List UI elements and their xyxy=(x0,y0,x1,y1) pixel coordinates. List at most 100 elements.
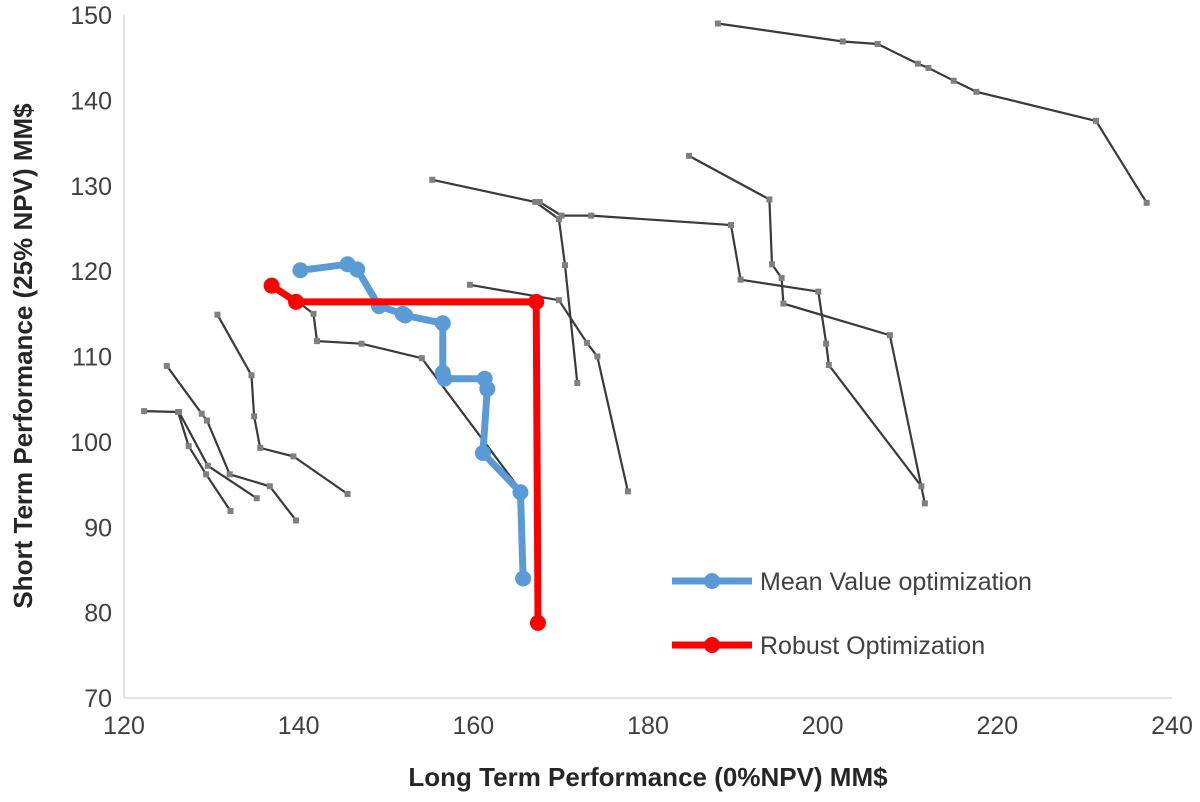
background-series-point xyxy=(555,216,562,223)
background-series-point xyxy=(214,311,221,318)
background-series-point xyxy=(950,77,957,84)
background-series-point xyxy=(562,262,569,269)
x-tick-label: 220 xyxy=(976,712,1018,740)
x-tick-label: 140 xyxy=(278,712,320,740)
y-tick-labels: 70 80 90 100 110 120 130 140 150 xyxy=(70,2,112,713)
background-series-point xyxy=(823,340,830,347)
background-series-point xyxy=(727,222,734,229)
background-series-point xyxy=(253,495,260,502)
y-tick-label: 130 xyxy=(70,173,112,201)
background-series-point xyxy=(973,88,980,95)
legend-marker-mean-value xyxy=(704,573,720,589)
background-series-point xyxy=(344,490,351,497)
background-series-point xyxy=(203,417,210,424)
mean-value-optimization-point xyxy=(436,370,453,387)
background-series-point xyxy=(203,471,210,478)
background-series-point xyxy=(914,60,921,67)
background-series-point xyxy=(176,408,183,415)
robust-optimization-point xyxy=(528,293,545,310)
background-series-line xyxy=(165,365,297,522)
background-series-point xyxy=(310,310,317,317)
x-tick-label: 120 xyxy=(103,712,145,740)
background-series-line xyxy=(539,201,923,487)
background-series-point xyxy=(266,483,273,490)
background-series-point xyxy=(686,152,693,159)
background-series-point xyxy=(778,274,785,281)
mean-value-optimization-point xyxy=(434,315,451,332)
background-series-point xyxy=(429,176,436,183)
background-series-point xyxy=(766,196,773,203)
background-series-point xyxy=(418,355,425,362)
x-tick-label: 160 xyxy=(452,712,494,740)
background-series-point xyxy=(1093,117,1100,124)
x-tick-label: 180 xyxy=(627,712,669,740)
background-series-point xyxy=(290,453,297,460)
background-series-point xyxy=(293,517,300,524)
background-series-point xyxy=(839,38,846,45)
y-tick-label: 140 xyxy=(70,87,112,115)
legend-label-mean-value: Mean Value optimization xyxy=(760,568,1032,596)
background-series-point xyxy=(185,443,192,450)
main-series-group xyxy=(263,256,546,631)
background-series-point xyxy=(257,444,264,451)
background-series-point xyxy=(769,261,776,268)
x-axis-title: Long Term Performance (0%NPV) MM$ xyxy=(408,762,888,792)
x-tick-labels: 120 140 160 180 200 220 240 xyxy=(103,712,1193,740)
background-series-line xyxy=(688,154,926,504)
background-series-point xyxy=(248,372,255,379)
plot-frame xyxy=(123,15,1172,699)
robust-optimization-point xyxy=(263,277,280,294)
background-series-point xyxy=(886,332,893,339)
background-series-point xyxy=(466,281,473,288)
legend: Mean Value optimization Robust Optimizat… xyxy=(672,568,1032,660)
background-series-point xyxy=(624,488,631,495)
background-series-point xyxy=(358,340,365,347)
legend-item-mean-value: Mean Value optimization xyxy=(672,568,1032,596)
background-series-line xyxy=(717,22,1148,204)
background-series-point xyxy=(825,362,832,369)
background-series-point xyxy=(594,353,601,360)
background-series-point xyxy=(583,339,590,346)
mean-value-optimization-point xyxy=(479,380,496,397)
background-series-point xyxy=(925,64,932,71)
x-tick-label: 240 xyxy=(1151,712,1193,740)
background-series-point xyxy=(141,408,148,415)
background-series-point xyxy=(737,276,744,283)
mean-value-optimization-point xyxy=(397,307,414,324)
robust-optimization-line xyxy=(268,282,542,627)
background-series-point xyxy=(532,198,539,205)
x-tick-label: 200 xyxy=(802,712,844,740)
y-tick-label: 150 xyxy=(70,2,112,30)
background-series-point xyxy=(204,462,211,469)
background-series-point xyxy=(314,338,321,345)
background-series-point xyxy=(251,413,258,420)
mean-value-optimization-point xyxy=(349,261,366,278)
robust-optimization-point xyxy=(529,614,546,631)
y-tick-label: 110 xyxy=(72,344,112,372)
background-series-line xyxy=(432,178,579,384)
y-tick-label: 90 xyxy=(84,514,112,542)
background-series-point xyxy=(714,20,721,27)
background-series-point xyxy=(558,212,565,219)
background-series-line xyxy=(178,411,258,500)
legend-item-robust: Robust Optimization xyxy=(672,632,985,660)
robust-optimization-point xyxy=(288,293,305,310)
background-series-point xyxy=(555,297,562,304)
background-series-point xyxy=(1143,199,1150,206)
background-series-group xyxy=(141,20,1150,524)
background-series-line xyxy=(216,314,349,495)
mean-value-optimization-point xyxy=(474,444,491,461)
background-series-point xyxy=(574,379,581,386)
mean-value-optimization-point xyxy=(515,570,532,587)
y-axis-title: Short Term Performance (25% NPV) MM$ xyxy=(8,103,38,609)
y-tick-label: 100 xyxy=(70,429,112,457)
background-series-point xyxy=(918,483,925,490)
background-series-point xyxy=(198,410,205,417)
background-series-point xyxy=(874,41,881,48)
background-series-point xyxy=(921,500,928,507)
legend-label-robust: Robust Optimization xyxy=(760,632,985,660)
background-series-point xyxy=(536,198,543,205)
y-tick-label: 120 xyxy=(70,258,112,286)
mean-value-optimization-point xyxy=(292,262,309,279)
